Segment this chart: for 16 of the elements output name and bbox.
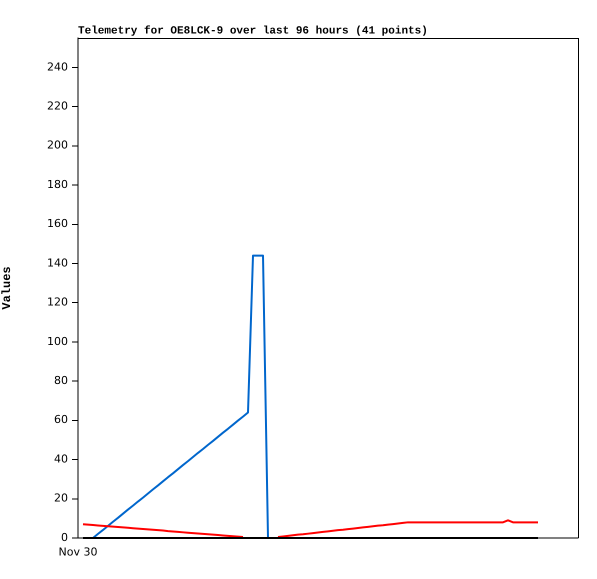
y-tick-label: 220: [47, 99, 68, 112]
y-tick-label: 120: [47, 296, 68, 309]
y-tick-label: 60: [54, 413, 68, 426]
y-tick-label: 140: [47, 256, 68, 270]
y-tick-label: 40: [54, 452, 68, 466]
chart-title: Telemetry for OE8LCK-9 over last 96 hours (41 points): [78, 24, 428, 38]
y-tick-label: 100: [47, 334, 68, 348]
x-tick-label: Nov 30: [58, 545, 98, 558]
y-tick-label: 200: [47, 138, 68, 152]
y-tick-label: 160: [47, 217, 68, 230]
y-tick-label: 240: [47, 60, 68, 74]
y-axis-title: Values: [0, 266, 14, 310]
y-tick-label: 0: [61, 530, 68, 544]
y-tick-label: 20: [54, 492, 68, 505]
y-tick-label: 180: [47, 178, 68, 191]
y-tick-label: 80: [54, 374, 68, 387]
